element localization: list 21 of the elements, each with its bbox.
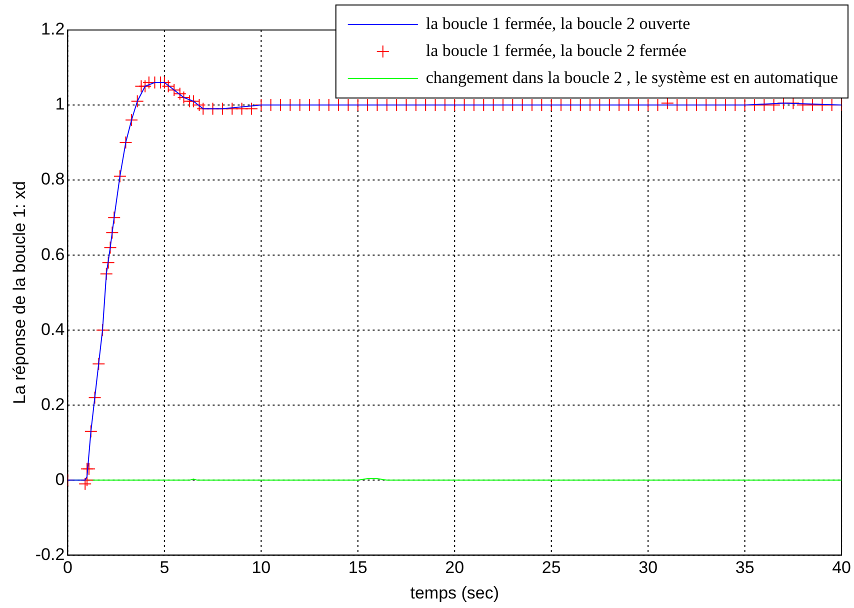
- x-tick-label: 35: [735, 558, 754, 578]
- legend-label: la boucle 1 fermée, la boucle 2 ouverte: [426, 14, 690, 33]
- x-axis-title: temps (sec): [410, 583, 500, 602]
- x-tick-label: 20: [445, 558, 464, 578]
- y-tick-label: 1.2: [41, 20, 65, 39]
- y-tick-label: 0: [55, 470, 65, 489]
- y-tick-label: 0.8: [41, 170, 65, 189]
- y-axis-title: La réponse de la boucle 1: xd: [10, 181, 29, 404]
- y-tick-label: 0.6: [41, 244, 65, 264]
- y-tick-label: 0.4: [41, 320, 65, 339]
- x-tick-label: 10: [252, 558, 271, 578]
- x-tick-label: 40: [832, 558, 852, 578]
- legend-label: la boucle 1 fermée, la boucle 2 fermée: [426, 40, 686, 60]
- y-tick-label: 1: [55, 94, 65, 114]
- y-tick-label: 0.2: [41, 394, 65, 414]
- x-tick-label: 15: [348, 558, 368, 578]
- y-tick-label: -0.2: [35, 544, 65, 564]
- legend-label: changement dans la boucle 2 , le système est en automatique: [426, 68, 838, 87]
- x-tick-label: 25: [542, 558, 561, 578]
- x-tick-label: 30: [638, 558, 658, 578]
- x-tick-label: 5: [160, 558, 170, 578]
